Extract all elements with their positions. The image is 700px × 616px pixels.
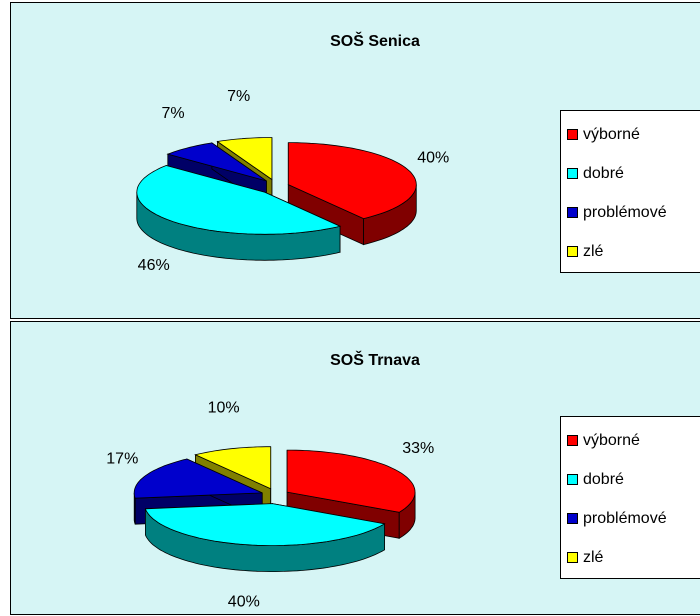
data-label: 40% <box>228 594 260 611</box>
legend-swatch <box>567 552 578 563</box>
legend-label: zlé <box>583 243 604 260</box>
legend <box>560 110 700 273</box>
legend-swatch <box>567 474 578 485</box>
pie-chart: SOŠ Senica 40% 46% 7% 7% výborné dobré problémo… <box>10 2 700 319</box>
slice <box>144 503 386 546</box>
data-label: 46% <box>138 257 170 274</box>
legend-swatch <box>567 168 578 179</box>
data-label: 7% <box>161 105 184 122</box>
legend-label: dobré <box>583 165 624 182</box>
chart-title: SOŠ Trnava <box>330 350 420 369</box>
pie-chart: SOŠ Trnava 33% 40% 17% 10% výborné dobré problé… <box>10 321 700 615</box>
legend-label: zlé <box>583 549 604 566</box>
slice <box>194 446 272 490</box>
legend-label: problémové <box>583 204 667 221</box>
legend-label: problémové <box>583 510 667 527</box>
legend-swatch <box>567 129 578 140</box>
legend-label: výborné <box>583 432 640 449</box>
slice <box>166 142 267 182</box>
legend-label: dobré <box>583 471 624 488</box>
legend <box>560 416 700 579</box>
legend-swatch <box>567 435 578 446</box>
slice <box>136 165 342 235</box>
legend-swatch <box>567 513 578 524</box>
data-label: 7% <box>227 88 250 105</box>
data-label: 40% <box>417 150 449 167</box>
slice <box>133 458 263 499</box>
slice <box>286 449 416 513</box>
data-label: 33% <box>402 440 434 457</box>
chart-title: SOŠ Senica <box>330 31 420 50</box>
data-label: 10% <box>208 399 240 416</box>
slice <box>287 142 417 220</box>
legend-label: výborné <box>583 126 640 143</box>
legend-swatch <box>567 207 578 218</box>
slice <box>216 137 273 181</box>
data-label: 17% <box>106 451 138 468</box>
legend-swatch <box>567 246 578 257</box>
